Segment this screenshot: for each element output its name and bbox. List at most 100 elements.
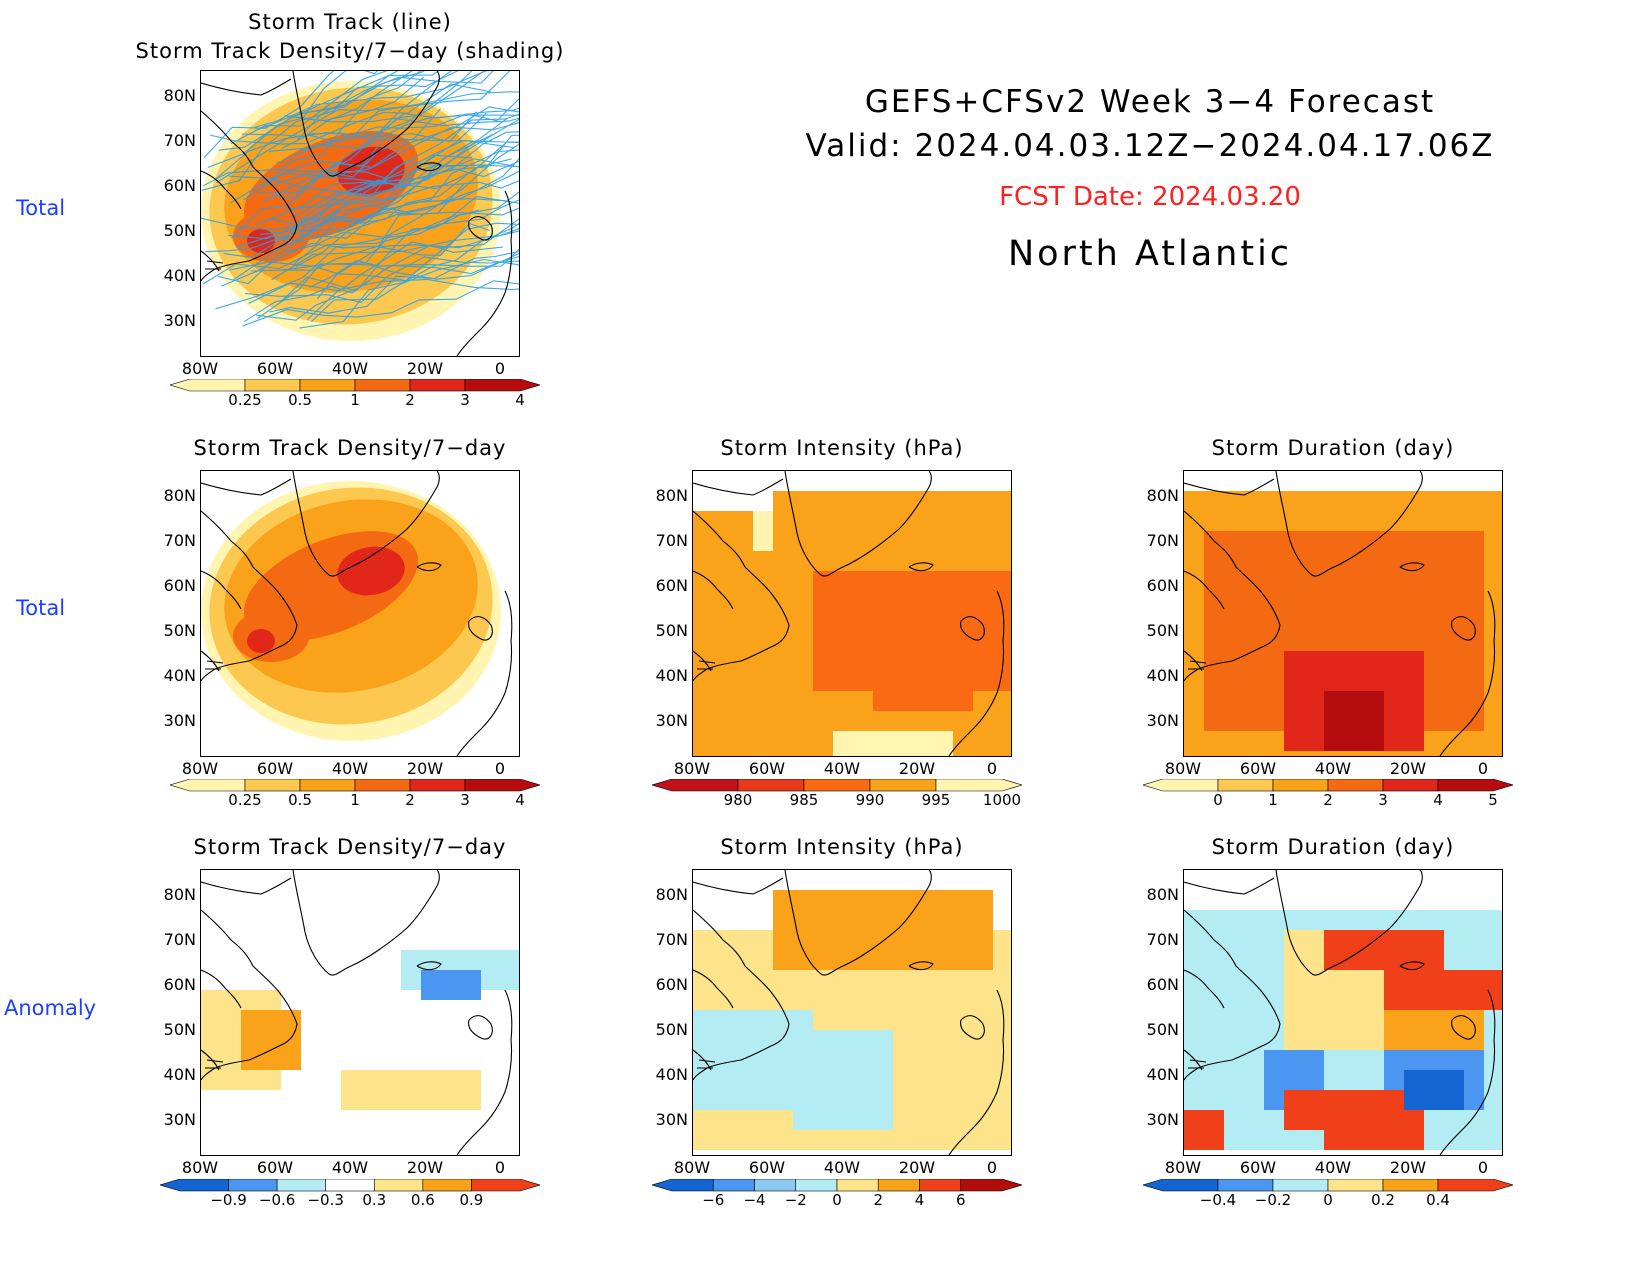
- map-panel-duration-total: [1183, 470, 1503, 757]
- lon-label: 40W: [823, 1158, 861, 1177]
- colorbar-label: 1000: [982, 791, 1022, 809]
- lon-label: 20W: [406, 759, 444, 778]
- colorbar-label: 0: [1323, 1191, 1333, 1209]
- lat-label: 30N: [655, 1110, 688, 1129]
- colorbar-label: 1: [350, 391, 360, 409]
- lat-label: 80N: [163, 486, 196, 505]
- lat-label: 50N: [655, 621, 688, 640]
- lat-label: 70N: [163, 930, 196, 949]
- colorbar-label: 4: [515, 791, 525, 809]
- colorbar-label: 0.3: [362, 1191, 387, 1209]
- lat-label: 40N: [1146, 666, 1179, 685]
- lon-label: 20W: [1389, 759, 1427, 778]
- lat-label: 70N: [1146, 930, 1179, 949]
- map-panel-intensity-total: [692, 470, 1012, 757]
- lat-label: 40N: [163, 1065, 196, 1084]
- panel1-title-line1: Storm Track (line): [248, 10, 452, 34]
- row-label-1: Total: [16, 196, 66, 220]
- colorbar-density-row1: [168, 378, 542, 397]
- colorbar-label: 1: [350, 791, 360, 809]
- lat-label: 30N: [163, 711, 196, 730]
- main-title: GEFS+CFSv2 Week 3−4 Forecast: [864, 84, 1436, 120]
- lat-label: 80N: [163, 885, 196, 904]
- colorbar-label: 4: [1433, 791, 1443, 809]
- colorbar-duration-anomaly: [1141, 1178, 1515, 1197]
- colorbar-label: 2: [405, 791, 415, 809]
- map-panel-storm-track: [200, 70, 520, 357]
- colorbar-intensity-anomaly: [650, 1178, 1024, 1197]
- lat-label: 70N: [1146, 531, 1179, 550]
- lat-label: 50N: [163, 621, 196, 640]
- lon-label: 20W: [898, 1158, 936, 1177]
- lon-label: 80W: [673, 759, 711, 778]
- colorbar-density-row2: [168, 778, 542, 797]
- colorbar-label: 2: [405, 391, 415, 409]
- colorbar-label: 0.2: [1371, 1191, 1395, 1209]
- colorbar-label: 0.25: [228, 391, 262, 409]
- row-label-3: Anomaly: [4, 996, 97, 1020]
- lon-label: 40W: [823, 759, 861, 778]
- lat-label: 30N: [163, 311, 196, 330]
- lon-label: 0: [1477, 1158, 1489, 1177]
- forecast-date: FCST Date: 2024.03.20: [999, 182, 1301, 212]
- lat-label: 40N: [655, 1065, 688, 1084]
- map-panel-intensity-anomaly: [692, 869, 1012, 1156]
- colorbar-label: 980: [723, 791, 753, 809]
- colorbar-label: −0.2: [1254, 1191, 1292, 1209]
- lon-label: 60W: [1239, 1158, 1277, 1177]
- lon-label: 80W: [673, 1158, 711, 1177]
- map-panel-density-anomaly: [200, 869, 520, 1156]
- lon-label: 60W: [748, 759, 786, 778]
- colorbar-label: 985: [789, 791, 819, 809]
- colorbar-duration-row2: [1141, 778, 1515, 797]
- lat-label: 80N: [655, 885, 688, 904]
- lat-label: 70N: [163, 131, 196, 150]
- colorbar-label: 3: [460, 791, 470, 809]
- lat-label: 60N: [655, 975, 688, 994]
- lat-label: 60N: [163, 576, 196, 595]
- lat-label: 70N: [655, 531, 688, 550]
- lon-label: 0: [1477, 759, 1489, 778]
- lon-label: 40W: [1314, 1158, 1352, 1177]
- lat-label: 40N: [655, 666, 688, 685]
- lat-label: 60N: [163, 176, 196, 195]
- map-panel-duration-anomaly: [1183, 869, 1503, 1156]
- lon-label: 40W: [331, 759, 369, 778]
- colorbar-label: −0.4: [1199, 1191, 1237, 1209]
- lat-label: 80N: [163, 86, 196, 105]
- lon-label: 80W: [181, 759, 219, 778]
- lat-label: 50N: [1146, 621, 1179, 640]
- colorbar-label: 3: [1378, 791, 1388, 809]
- lon-label: 60W: [748, 1158, 786, 1177]
- lon-label: 0: [986, 759, 998, 778]
- panel3-title: Storm Intensity (hPa): [720, 436, 964, 460]
- colorbar-label: 4: [914, 1191, 925, 1209]
- lon-label: 80W: [1164, 1158, 1202, 1177]
- lon-label: 40W: [331, 1158, 369, 1177]
- colorbar-label: −0.6: [258, 1191, 296, 1209]
- colorbar-label: 6: [955, 1191, 966, 1209]
- lon-label: 0: [494, 759, 506, 778]
- lon-label: 60W: [1239, 759, 1277, 778]
- lat-label: 40N: [1146, 1065, 1179, 1084]
- panel5-title: Storm Track Density/7−day: [193, 835, 507, 859]
- lat-label: 50N: [163, 221, 196, 240]
- colorbar-label: 0: [832, 1191, 842, 1209]
- panel7-title: Storm Duration (day): [1211, 835, 1455, 859]
- colorbar-label: 0.25: [228, 791, 262, 809]
- lat-label: 60N: [1146, 576, 1179, 595]
- colorbar-label: −2: [784, 1191, 807, 1209]
- lat-label: 40N: [163, 266, 196, 285]
- panel4-title: Storm Duration (day): [1211, 436, 1455, 460]
- valid-period: Valid: 2024.04.03.12Z−2024.04.17.06Z: [805, 128, 1495, 164]
- panel2-title: Storm Track Density/7−day: [193, 436, 507, 460]
- map-panel-density-total: [200, 470, 520, 757]
- lat-label: 60N: [163, 975, 196, 994]
- colorbar-label: 0: [1213, 791, 1223, 809]
- lat-label: 80N: [1146, 486, 1179, 505]
- lon-label: 20W: [406, 359, 444, 378]
- colorbar-intensity-row2: [650, 778, 1024, 797]
- lon-label: 80W: [181, 1158, 219, 1177]
- colorbar-label: 2: [1323, 791, 1333, 809]
- lat-label: 30N: [1146, 711, 1179, 730]
